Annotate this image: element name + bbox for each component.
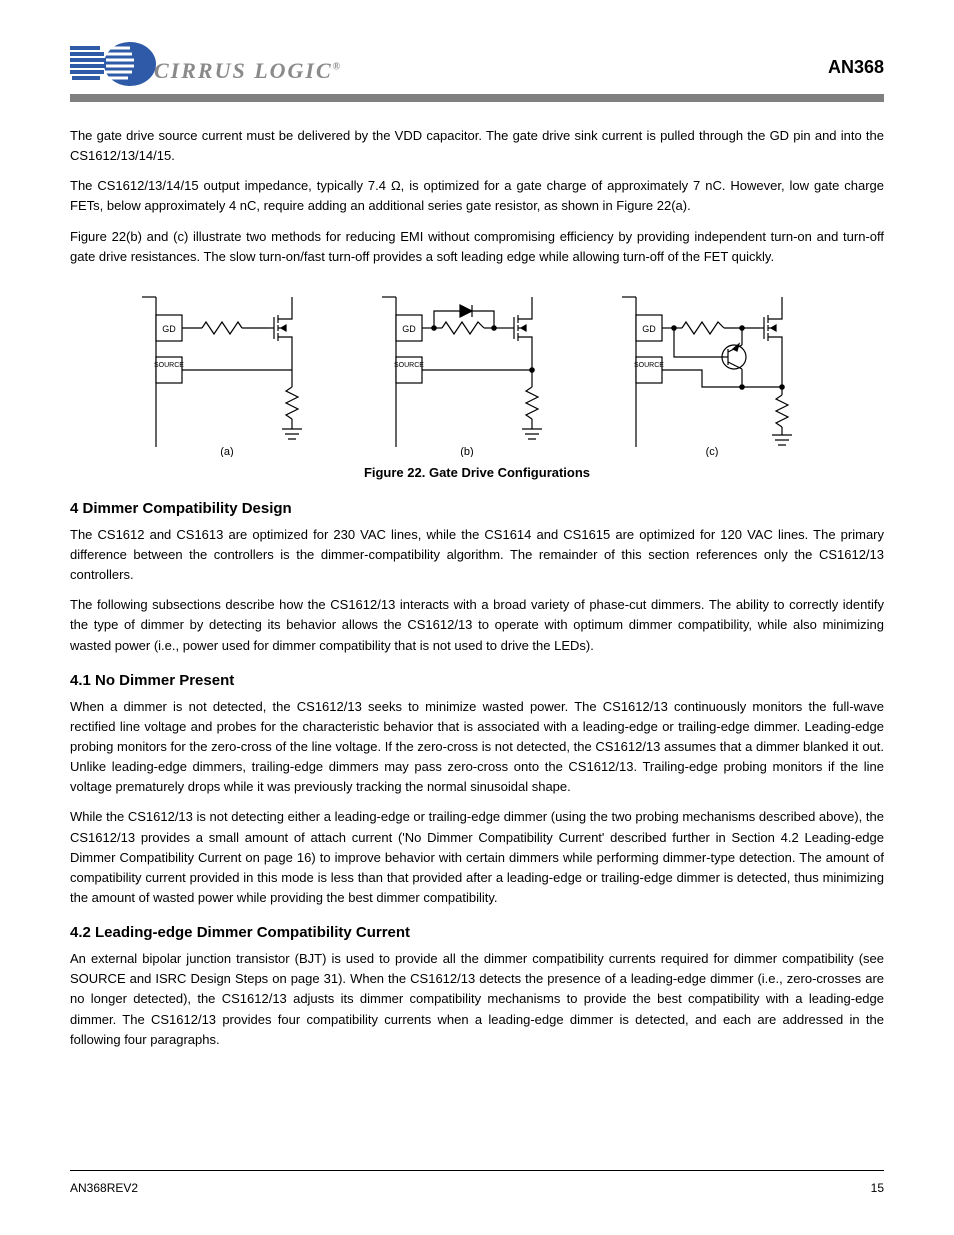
section-4-2-title: 4.2 Leading-edge Dimmer Compatibility Cu…	[70, 924, 884, 941]
footer-divider	[70, 1170, 884, 1171]
intro-p3: Figure 22(b) and (c) illustrate two meth…	[70, 227, 884, 267]
header-divider	[70, 94, 884, 102]
intro-p2: The CS1612/13/14/15 output impedance, ty…	[70, 176, 884, 216]
section-4-1-p2: While the CS1612/13 is not detecting eit…	[70, 807, 884, 908]
doc-code: AN368	[828, 57, 884, 78]
figure-row: GD SOURCE (a)	[70, 287, 884, 457]
label-a: (a)	[220, 446, 233, 457]
intro-p1: The gate drive source current must be de…	[70, 126, 884, 166]
label-gd: GD	[642, 324, 656, 334]
label-gd: GD	[402, 324, 416, 334]
footer-right: 15	[871, 1181, 884, 1195]
section-4-1-title: 4.1 No Dimmer Present	[70, 672, 884, 689]
figure-b: GD SOURCE (b)	[372, 287, 572, 457]
logo: CIRRUS LOGIC®	[70, 40, 342, 88]
label-source: SOURCE	[154, 362, 184, 369]
logo-swoosh-icon	[70, 40, 158, 88]
footer-left: AN368REV2	[70, 1181, 138, 1195]
section-4-title: 4 Dimmer Compatibility Design	[70, 500, 884, 517]
footer: AN368REV2 15	[70, 1181, 884, 1195]
header: CIRRUS LOGIC® AN368	[70, 40, 884, 88]
page: CIRRUS LOGIC® AN368 The gate drive sourc…	[0, 0, 954, 1235]
label-gd: GD	[162, 324, 176, 334]
label-source: SOURCE	[634, 362, 664, 369]
label-source: SOURCE	[394, 362, 424, 369]
section-4-1-p1: When a dimmer is not detected, the CS161…	[70, 697, 884, 798]
figure-caption: Figure 22. Gate Drive Configurations	[70, 465, 884, 480]
figure-a: GD SOURCE (a)	[132, 287, 332, 457]
figure-c: GD SOURCE (c)	[612, 287, 822, 457]
section-4-p1: The CS1612 and CS1613 are optimized for …	[70, 525, 884, 585]
logo-text: CIRRUS LOGIC®	[154, 58, 342, 84]
section-4-2-p1: An external bipolar junction transistor …	[70, 949, 884, 1050]
section-4-p2: The following subsections describe how t…	[70, 595, 884, 655]
label-b: (b)	[460, 446, 473, 457]
label-c: (c)	[706, 446, 719, 457]
